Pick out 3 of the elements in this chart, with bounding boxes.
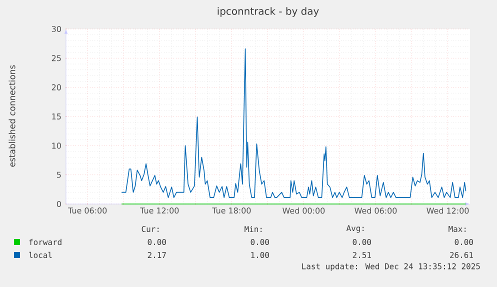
line-series xyxy=(121,48,466,198)
y-axis-title: established connections xyxy=(8,65,16,167)
chart-title: ipconntrack - by day xyxy=(218,7,319,17)
